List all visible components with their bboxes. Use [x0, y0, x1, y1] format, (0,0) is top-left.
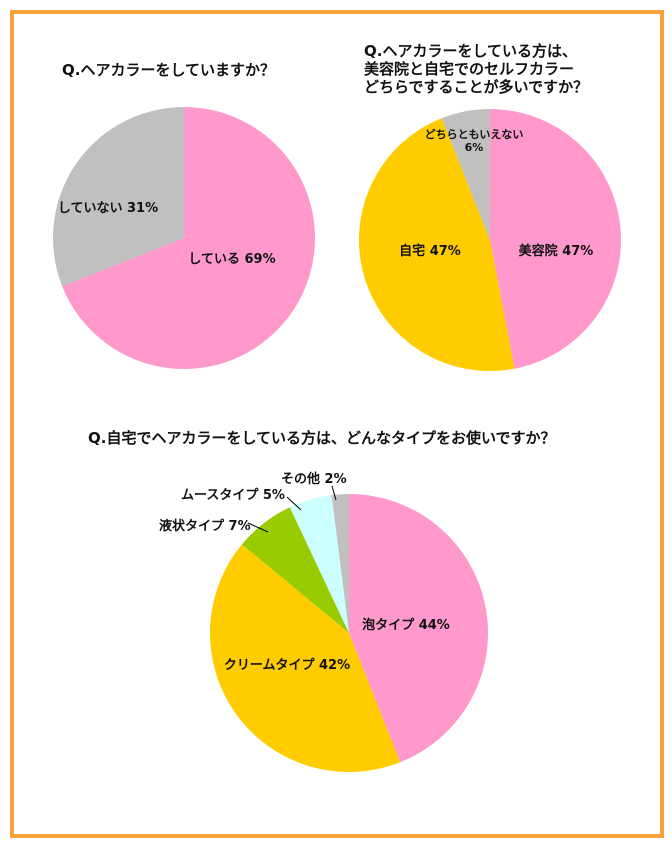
- pie3-slice-2: [210, 544, 401, 773]
- pie3-leader-3: [247, 522, 269, 533]
- pie3-slice-1: [349, 494, 489, 763]
- pie1-slice-1: [62, 107, 316, 369]
- pie2-label-3-line-2: 6%: [465, 141, 484, 154]
- chart2-title-line1: Q.ヘアカラーをしている方は、: [364, 42, 578, 60]
- chart3-title: Q.自宅でヘアカラーをしている方は、どんなタイプをお使いですか？: [88, 429, 556, 447]
- pie3-leader-4: [286, 496, 302, 511]
- pie3-label-4: ムースタイプ 5%: [181, 488, 285, 503]
- pie3-label-3: 液状タイプ 7%: [159, 518, 251, 534]
- chart1-title: Q.ヘアカラーをしていますか？: [62, 61, 276, 79]
- pie2-slice-1: [490, 109, 622, 369]
- chart2-title-line2: 美容院と自宅でのセルフカラー: [364, 60, 575, 78]
- pie-chart-3: 泡タイプ 44% クリームタイプ 42% 液状タイプ 7% ムースタイプ 5%その他 …: [159, 471, 489, 773]
- pie2-label-2: 自宅 47%: [399, 243, 461, 259]
- pie3-slice-4: [289, 495, 349, 633]
- pie2-slice-3: [441, 109, 490, 240]
- pie3-slice-3: [241, 507, 349, 633]
- pie2-label-3-line-1: どちらともいえない: [425, 128, 524, 141]
- pie2-slice-2: [359, 118, 515, 371]
- pie1-slice-2: [53, 107, 184, 287]
- pie3-label-1: 泡タイプ 44%: [362, 617, 450, 633]
- pie3-leader-5: [331, 485, 337, 501]
- pie1-label-1: している 69%: [188, 252, 275, 267]
- pie2-label-1: 美容院 47%: [519, 243, 594, 259]
- pie-chart-1: している 69% していない 31%: [53, 107, 316, 369]
- pie3-slice-5: [331, 494, 349, 633]
- pie1-label-2: していない 31%: [58, 201, 158, 216]
- pie3-label-5: その他 2%: [281, 471, 347, 487]
- chart2-title-line3: どちらですることが多いですか？: [364, 78, 589, 96]
- pie3-label-2: クリームタイプ 42%: [224, 658, 350, 673]
